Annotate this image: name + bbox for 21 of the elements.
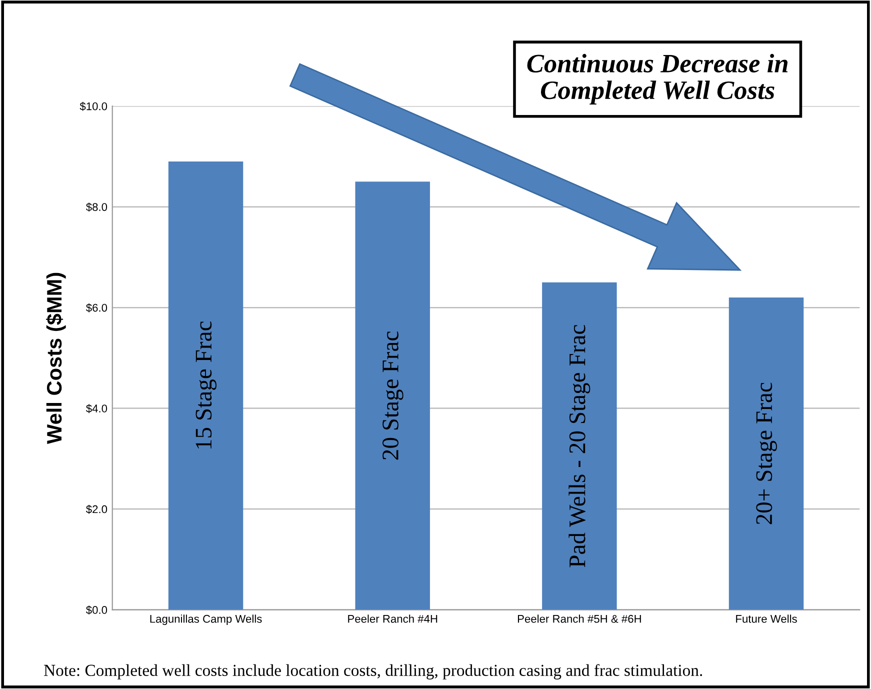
bar (542, 282, 617, 610)
y-tick-label: $4.0 (86, 404, 108, 414)
y-tick-label: $2.0 (86, 504, 108, 514)
x-tick-label: Lagunillas Camp Wells (150, 614, 262, 625)
bar (168, 162, 244, 610)
annotation: 20 Stage Frac (382, 332, 404, 460)
bar (355, 182, 430, 610)
annotation: 20+ Stage Frac (756, 382, 777, 524)
y-tick-label: $10.0 (80, 102, 108, 111)
y-tick-label: $6.0 (86, 303, 108, 312)
annotation: 15 Stage Frac (196, 321, 216, 448)
x-tick-label: Peeler Ranch #5H & #6H (518, 614, 641, 623)
chart-title: Continuous Decrease in Completed Well Costs (527, 54, 788, 105)
y-axis-title: Well Costs ($MM) (46, 272, 66, 444)
text: Note: Completed well costs include location costs, drilling, production casing and frac stimulation. (44, 664, 702, 680)
bar (728, 297, 804, 610)
x-tick-label: Future Wells (736, 614, 797, 623)
y-tick-label: $0.0 (86, 606, 108, 615)
annotation: Pad Wells - 20 Stage Frac (568, 325, 590, 568)
x-tick-label: Peeler Ranch #4H (348, 614, 438, 623)
y-tick-label: $8.0 (86, 202, 108, 212)
